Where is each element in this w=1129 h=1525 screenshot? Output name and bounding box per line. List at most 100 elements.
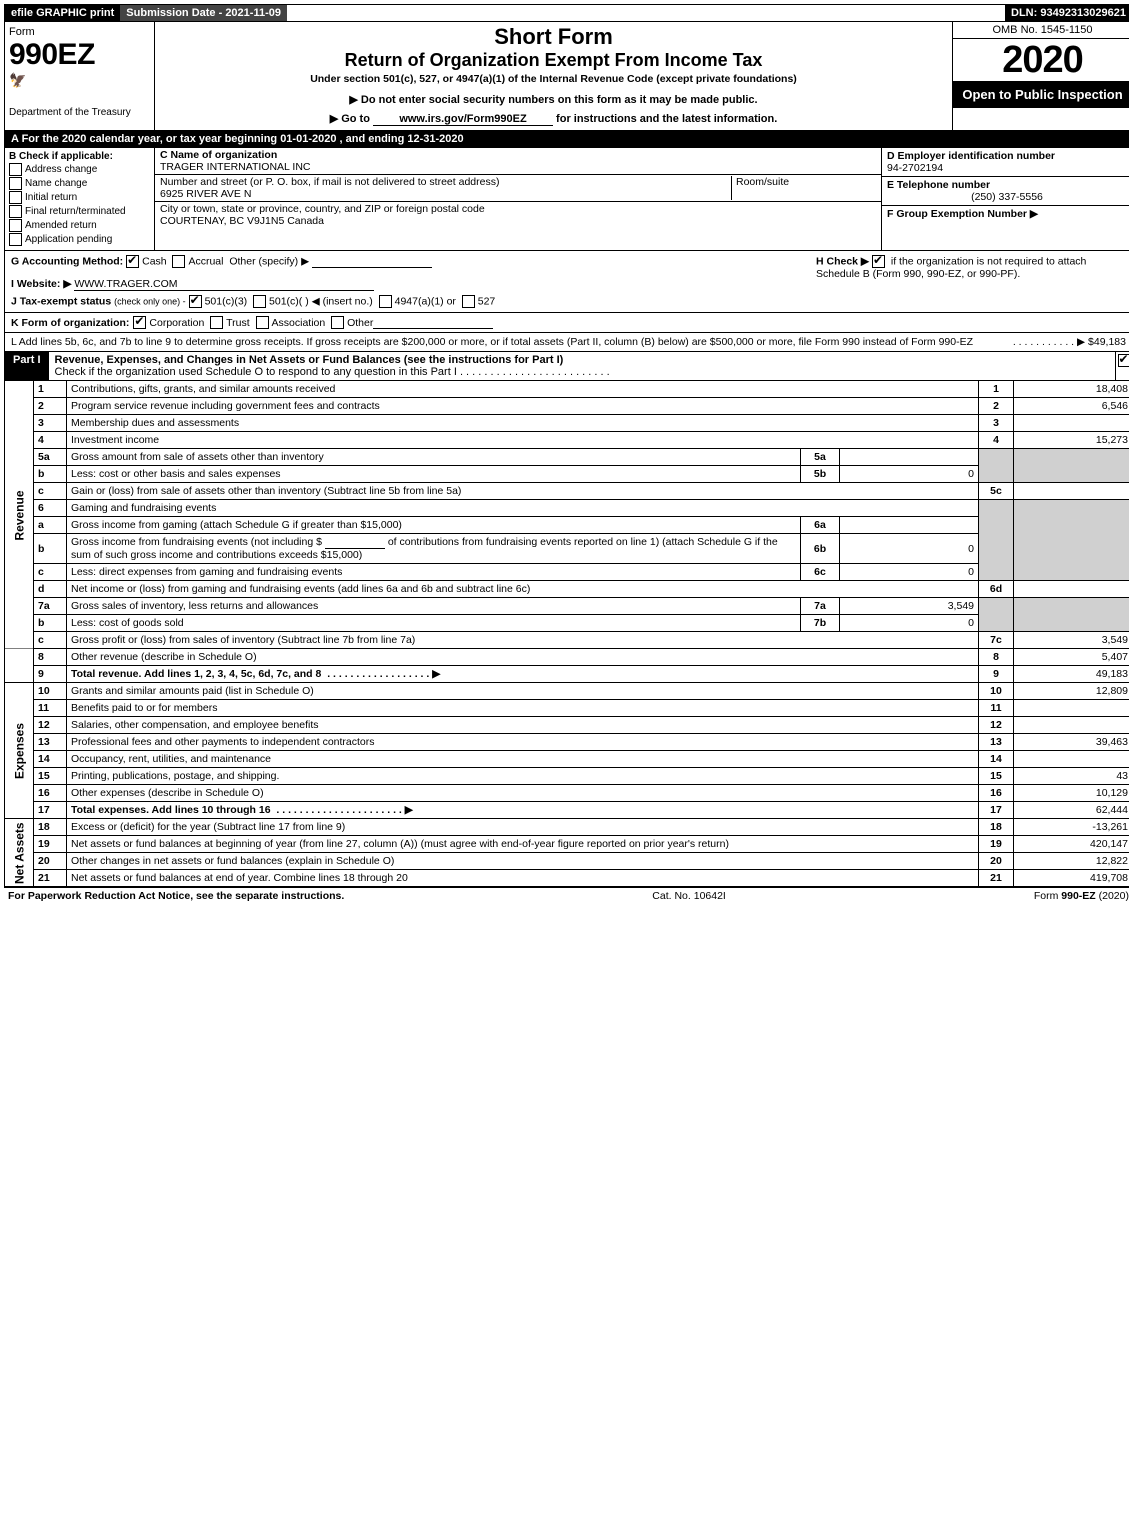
page-footer: For Paperwork Reduction Act Notice, see … xyxy=(4,887,1129,902)
phone-value: (250) 337-5556 xyxy=(887,191,1127,203)
line-21: 21 Net assets or fund balances at end of… xyxy=(5,870,1129,887)
section-l: L Add lines 5b, 6c, and 7b to line 9 to … xyxy=(4,333,1129,352)
k-label: K Form of organization: xyxy=(11,317,129,329)
city-value: COURTENAY, BC V9J1N5 Canada xyxy=(160,215,876,227)
header-center: Short Form Return of Organization Exempt… xyxy=(155,22,952,130)
section-k: K Form of organization: Corporation Trus… xyxy=(4,313,1129,333)
line-13: 13 Professional fees and other payments … xyxy=(5,734,1129,751)
j-label: J Tax-exempt status xyxy=(11,296,111,308)
group-exemption-label: F Group Exemption Number ▶ xyxy=(887,208,1038,220)
top-bar: efile GRAPHIC print Submission Date - 20… xyxy=(4,4,1129,22)
form-word: Form xyxy=(9,26,150,38)
footer-center: Cat. No. 10642I xyxy=(652,890,726,902)
line-3: 3 Membership dues and assessments 3 xyxy=(5,415,1129,432)
line-16: 16 Other expenses (describe in Schedule … xyxy=(5,785,1129,802)
section-c: C Name of organization TRAGER INTERNATIO… xyxy=(155,148,882,250)
line-2: 2 Program service revenue including gove… xyxy=(5,398,1129,415)
city-label: City or town, state or province, country… xyxy=(160,203,876,215)
chk-cash[interactable] xyxy=(126,255,139,268)
line-17: 17 Total expenses. Add lines 10 through … xyxy=(5,802,1129,819)
line-15: 15 Printing, publications, postage, and … xyxy=(5,768,1129,785)
revenue-section-label: Revenue xyxy=(5,381,34,649)
line-4: 4 Investment income 4 15,273 xyxy=(5,432,1129,449)
under-section-text: Under section 501(c), 527, or 4947(a)(1)… xyxy=(165,73,942,85)
line-6c: c Less: direct expenses from gaming and … xyxy=(5,564,1129,581)
part1-header: Part I Revenue, Expenses, and Changes in… xyxy=(4,352,1129,381)
open-to-public: Open to Public Inspection xyxy=(953,81,1129,108)
footer-left: For Paperwork Reduction Act Notice, see … xyxy=(8,890,344,902)
header-right: OMB No. 1545-1150 2020 Open to Public In… xyxy=(952,22,1129,130)
chk-initial-return[interactable]: Initial return xyxy=(9,191,150,204)
chk-amended-return[interactable]: Amended return xyxy=(9,219,150,232)
part1-title: Revenue, Expenses, and Changes in Net As… xyxy=(49,352,1115,380)
ein-label: D Employer identification number xyxy=(887,150,1127,162)
omb-number: OMB No. 1545-1150 xyxy=(953,22,1129,39)
efile-label: efile GRAPHIC print xyxy=(5,5,120,21)
line-7a: 7a Gross sales of inventory, less return… xyxy=(5,598,1129,615)
part1-schedule-o-checkbox[interactable] xyxy=(1115,352,1129,380)
entity-block: B Check if applicable: Address change Na… xyxy=(4,148,1129,251)
website-value[interactable]: WWW.TRAGER.COM xyxy=(74,278,374,291)
line-9: 9 Total revenue. Add lines 1, 2, 3, 4, 5… xyxy=(5,666,1129,683)
form-header: Form 990EZ 🦅 Department of the Treasury … xyxy=(4,22,1129,131)
section-g-h: G Accounting Method: Cash Accrual Other … xyxy=(4,251,1129,313)
chk-accrual[interactable] xyxy=(172,255,185,268)
section-h: H Check ▶ if the organization is not req… xyxy=(806,255,1126,308)
h-check-label: H Check ▶ xyxy=(816,255,869,267)
line-5a: 5a Gross amount from sale of assets othe… xyxy=(5,449,1129,466)
chk-name-change[interactable]: Name change xyxy=(9,177,150,190)
l-text: L Add lines 5b, 6c, and 7b to line 9 to … xyxy=(11,336,1010,348)
expenses-section-label: Expenses xyxy=(5,683,34,819)
line-19: 19 Net assets or fund balances at beginn… xyxy=(5,836,1129,853)
net-assets-section-label: Net Assets xyxy=(5,819,34,887)
header-left: Form 990EZ 🦅 Department of the Treasury xyxy=(5,22,155,130)
line-7c: c Gross profit or (loss) from sales of i… xyxy=(5,632,1129,649)
part1-number: Part I xyxy=(5,352,49,380)
chk-corporation[interactable] xyxy=(133,316,146,329)
goto-text: ▶ Go to www.irs.gov/Form990EZ for instru… xyxy=(165,112,942,126)
chk-527[interactable] xyxy=(462,295,475,308)
submission-date: Submission Date - 2021-11-09 xyxy=(120,5,287,21)
chk-address-change[interactable]: Address change xyxy=(9,163,150,176)
street-value: 6925 RIVER AVE N xyxy=(160,188,731,200)
section-b: B Check if applicable: Address change Na… xyxy=(5,148,155,250)
line-14: 14 Occupancy, rent, utilities, and maint… xyxy=(5,751,1129,768)
topbar-spacer xyxy=(287,5,1005,21)
chk-501c3[interactable] xyxy=(189,295,202,308)
line-20: 20 Other changes in net assets or fund b… xyxy=(5,853,1129,870)
phone-label: E Telephone number xyxy=(887,179,1127,191)
chk-trust[interactable] xyxy=(210,316,223,329)
form-number: 990EZ xyxy=(9,38,150,72)
title-short-form: Short Form xyxy=(165,24,942,50)
line-18: Net Assets 18 Excess or (deficit) for th… xyxy=(5,819,1129,836)
chk-4947[interactable] xyxy=(379,295,392,308)
street-label: Number and street (or P. O. box, if mail… xyxy=(160,176,731,188)
room-label: Room/suite xyxy=(736,176,876,188)
goto-link[interactable]: www.irs.gov/Form990EZ xyxy=(373,113,553,126)
ein-value: 94-2702194 xyxy=(887,162,1127,174)
chk-other-org[interactable] xyxy=(331,316,344,329)
chk-schedule-b-not-required[interactable] xyxy=(872,255,885,268)
line-1: Revenue 1 Contributions, gifts, grants, … xyxy=(5,381,1129,398)
chk-501c[interactable] xyxy=(253,295,266,308)
chk-final-return[interactable]: Final return/terminated xyxy=(9,205,150,218)
line-11: 11 Benefits paid to or for members 11 xyxy=(5,700,1129,717)
line-5b: b Less: cost or other basis and sales ex… xyxy=(5,466,1129,483)
tax-year: 2020 xyxy=(953,39,1129,81)
line-a-tax-year: A For the 2020 calendar year, or tax yea… xyxy=(4,131,1129,148)
l-arrow: ▶ $ xyxy=(1077,336,1094,348)
line-6: 6 Gaming and fundraising events xyxy=(5,500,1129,517)
line-6b: b Gross income from fundraising events (… xyxy=(5,534,1129,564)
g-label: G Accounting Method: xyxy=(11,255,123,267)
chk-application-pending[interactable]: Application pending xyxy=(9,233,150,246)
chk-association[interactable] xyxy=(256,316,269,329)
line-7b: b Less: cost of goods sold 7b 0 xyxy=(5,615,1129,632)
ssn-warning: ▶ Do not enter social security numbers o… xyxy=(165,93,942,106)
line-6a: a Gross income from gaming (attach Sched… xyxy=(5,517,1129,534)
title-return: Return of Organization Exempt From Incom… xyxy=(165,50,942,71)
dln-number: DLN: 93492313029621 xyxy=(1005,5,1129,21)
org-name-label: C Name of organization xyxy=(160,149,876,161)
line-5c: c Gain or (loss) from sale of assets oth… xyxy=(5,483,1129,500)
line-10: Expenses 10 Grants and similar amounts p… xyxy=(5,683,1129,700)
footer-right: Form 990-EZ (2020) xyxy=(1034,890,1129,902)
